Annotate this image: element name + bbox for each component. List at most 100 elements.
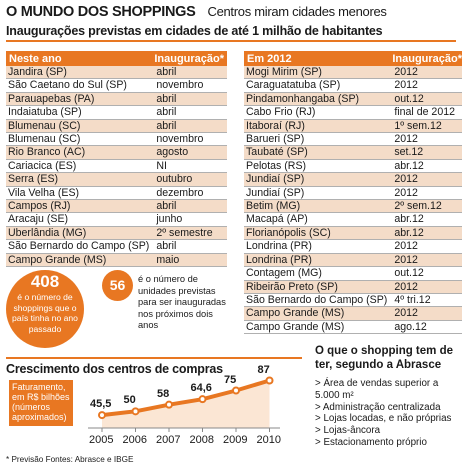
table-row: Pindamonhangaba (SP) out.12 xyxy=(244,92,462,107)
x-tick-label: 2005 xyxy=(89,434,114,446)
x-tick-label: 2009 xyxy=(223,434,248,446)
city-cell: Jandira (SP) xyxy=(6,66,152,80)
table-row: São Bernardo do Campo (SP) abril xyxy=(6,239,228,254)
city-cell: Ribeirão Preto (SP) xyxy=(244,280,390,294)
city-cell: Pindamonhangaba (SP) xyxy=(244,92,390,107)
city-cell: São Bernardo do Campo (SP) xyxy=(6,239,152,254)
city-cell: Campo Grande (MS) xyxy=(244,320,390,335)
x-tick-label: 2007 xyxy=(156,434,181,446)
table-row: Florianópolis (SC) abr.12 xyxy=(244,226,462,241)
opening-cell: ago.12 xyxy=(389,320,462,335)
requirement-item: > Administração centralizada xyxy=(315,401,441,413)
opening-cell: 2º sem.12 xyxy=(389,199,462,214)
city-cell: Serra (ES) xyxy=(6,172,152,187)
x-tick-label: 2008 xyxy=(189,434,214,446)
page-subtitle: Centros miram cidades menores xyxy=(207,4,387,19)
table-row: Londrina (PR) 2012 xyxy=(244,253,462,268)
big-stat-circle: 408 é o número de shoppings que o país t… xyxy=(6,270,84,348)
opening-cell: novembro xyxy=(151,132,228,147)
divider xyxy=(6,40,456,42)
chart-area xyxy=(102,380,270,428)
city-cell: Campo Grande (MS) xyxy=(6,253,152,268)
opening-cell: 2012 xyxy=(389,253,462,268)
requirement-item: > Lojas locadas, e não próprias xyxy=(315,413,452,425)
opening-cell: 2012 xyxy=(389,306,462,321)
opening-cell: set.12 xyxy=(389,145,462,160)
table-row: Pelotas (RS) abr.12 xyxy=(244,159,462,174)
city-cell: Rio Branco (AC) xyxy=(6,145,152,160)
data-point xyxy=(98,411,106,420)
city-cell: Aracaju (SE) xyxy=(6,212,152,227)
table-row: Aracaju (SE) junho xyxy=(6,212,228,227)
data-label: 64,6 xyxy=(190,382,212,395)
requirement-item: > Estacionamento próprio xyxy=(315,436,427,448)
city-cell: Caraguatatuba (SP) xyxy=(244,78,390,93)
opening-cell: agosto xyxy=(151,145,228,160)
opening-cell: 2012 xyxy=(389,66,462,80)
opening-cell: final de 2012 xyxy=(389,105,462,120)
city-cell: Cariacica (ES) xyxy=(6,159,152,174)
x-tick-label: 2010 xyxy=(256,434,281,446)
city-cell: Campo Grande (MS) xyxy=(244,306,390,321)
table-row: Taubaté (SP) set.12 xyxy=(244,145,462,160)
opening-cell: outubro xyxy=(151,172,228,187)
data-point xyxy=(265,376,274,385)
column-header: Inauguração* xyxy=(389,51,462,66)
city-cell: Contagem (MG) xyxy=(244,266,390,281)
city-cell: Cabo Frio (RJ) xyxy=(244,105,390,120)
opening-cell: junho xyxy=(151,212,228,227)
table-row: Campos (RJ) abril xyxy=(6,199,228,214)
table-row: Campo Grande (MS) ago.12 xyxy=(244,320,462,335)
opening-cell: abril xyxy=(151,199,228,214)
column-header: Neste ano xyxy=(6,51,152,66)
footer-note: * Previsão Fontes: Abrasce e IBGE xyxy=(6,455,134,464)
city-cell: Blumenau (SC) xyxy=(6,132,152,147)
table-row: Caraguatatuba (SP) 2012 xyxy=(244,78,462,93)
opening-cell: 4º tri.12 xyxy=(389,293,462,308)
city-cell: Uberlândia (MG) xyxy=(6,226,152,241)
table-row: Campo Grande (MS) 2012 xyxy=(244,306,462,321)
city-cell: Campos (RJ) xyxy=(6,199,152,214)
table-row: Rio Branco (AC) agosto xyxy=(6,145,228,160)
data-point xyxy=(232,386,240,395)
table-row: Parauapebas (PA) abril xyxy=(6,92,228,107)
small-stat-circle: 56 xyxy=(102,270,133,301)
big-stat-number: 408 xyxy=(30,272,60,291)
table-row: Indaiatuba (SP) abril xyxy=(6,105,228,120)
opening-cell: NI xyxy=(151,159,228,174)
opening-cell: 2012 xyxy=(389,132,462,147)
city-cell: Mogi Mirim (SP) xyxy=(244,66,390,80)
table-row: São Bernardo do Campo (SP) 4º tri.12 xyxy=(244,293,462,308)
table-row: Vila Velha (ES) dezembro xyxy=(6,186,228,201)
data-point xyxy=(165,400,173,409)
left-table: Neste ano Inauguração* Jandira (SP) abril Sã… xyxy=(6,51,228,268)
small-stat-text: é o número de unidades previstas para se… xyxy=(138,274,226,330)
city-cell: Vila Velha (ES) xyxy=(6,186,152,201)
city-cell: Taubaté (SP) xyxy=(244,145,390,160)
table-row: Betim (MG) 2º sem.12 xyxy=(244,199,462,214)
opening-cell: abril xyxy=(151,239,228,254)
data-point xyxy=(131,407,140,416)
data-label: 50 xyxy=(123,394,136,407)
chart-title: Crescimento dos centros de compras xyxy=(6,362,223,376)
city-cell: Londrina (PR) xyxy=(244,239,390,254)
opening-cell: abril xyxy=(151,105,228,120)
right-table: Em 2012 Inauguração* Mogi Mirim (SP) 2012 Ca… xyxy=(244,51,462,335)
table-row: Uberlândia (MG) 2º semestre xyxy=(6,226,228,241)
table-row: Londrina (PR) 2012 xyxy=(244,239,462,254)
data-label: 45,5 xyxy=(90,398,112,411)
opening-cell: abr.12 xyxy=(389,212,462,227)
table-row: Ribeirão Preto (SP) 2012 xyxy=(244,280,462,294)
data-label: 75 xyxy=(224,373,237,386)
table-row: Blumenau (SC) abril xyxy=(6,119,228,134)
x-tick-label: 2006 xyxy=(122,434,147,446)
big-stat-text: é o número de shoppings que o país tinha… xyxy=(12,292,78,334)
city-cell: Blumenau (SC) xyxy=(6,119,152,134)
opening-cell: out.12 xyxy=(389,266,462,281)
data-label: 87 xyxy=(257,363,270,376)
city-cell: São Bernardo do Campo (SP) xyxy=(244,293,390,308)
opening-cell: novembro xyxy=(151,78,228,93)
chart-divider xyxy=(6,357,302,359)
table-row: Macapá (AP) abr.12 xyxy=(244,212,462,227)
opening-cell: out.12 xyxy=(389,92,462,107)
